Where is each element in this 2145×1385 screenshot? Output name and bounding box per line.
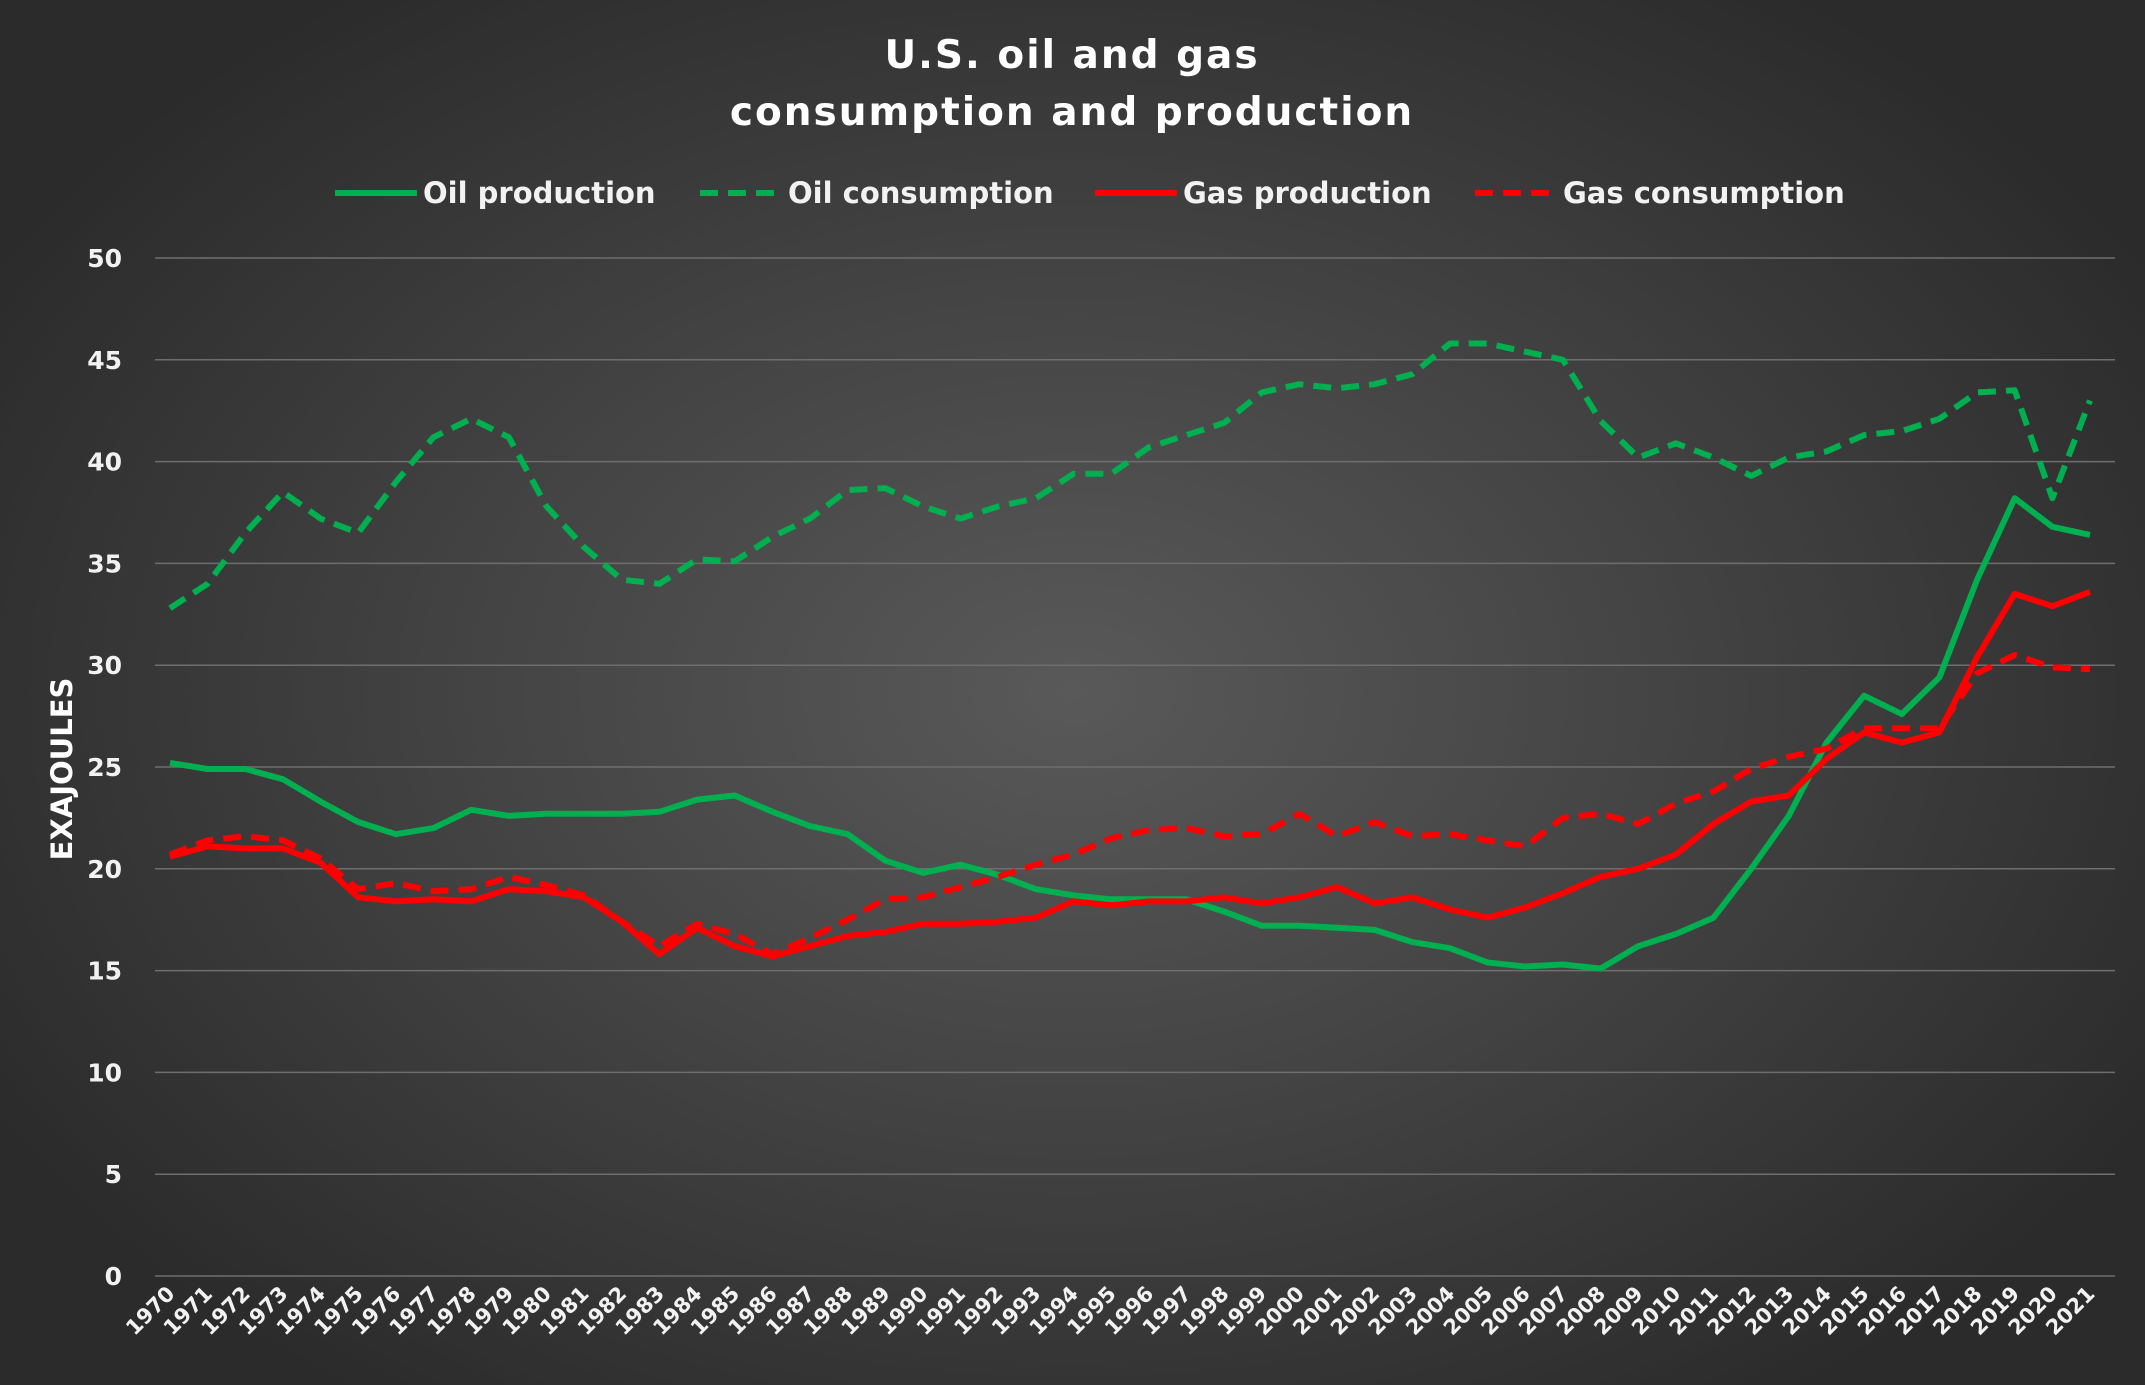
y-axis: 0 5 10 15 20 25 30 35 40 45 50 [87, 244, 122, 1291]
series-line-gas-production [169, 589, 2092, 960]
x-axis: 1970197119721973197419751976197719781979… [121, 1282, 2099, 1340]
series-line-oil-consumption [168, 340, 2093, 611]
y-tick-label: 40 [87, 448, 122, 477]
chart-title-line-2: consumption and production [730, 90, 1414, 135]
series-group [168, 340, 2093, 972]
legend: Oil production Oil consumption Gas product… [335, 176, 1845, 210]
y-tick-label: 15 [87, 957, 122, 986]
legend-label-gas-production: Gas production [1183, 176, 1432, 210]
y-tick-label: 10 [87, 1058, 122, 1087]
series-line-gas-consumption [168, 652, 2091, 958]
y-tick-label: 20 [87, 855, 122, 884]
y-tick-label: 35 [87, 549, 122, 578]
legend-label-oil-consumption: Oil consumption [788, 176, 1054, 210]
grid [155, 257, 2115, 1277]
y-tick-label: 30 [87, 651, 122, 680]
y-tick-label: 0 [105, 1262, 122, 1291]
series-line-oil-production [169, 495, 2091, 972]
legend-label-gas-consumption: Gas consumption [1563, 176, 1845, 210]
chart-title-line-1: U.S. oil and gas [884, 33, 1259, 78]
y-axis-label: EXAJOULES [45, 678, 79, 861]
legend-label-oil-production: Oil production [423, 176, 656, 210]
y-tick-label: 50 [87, 244, 122, 273]
y-tick-label: 45 [87, 346, 122, 375]
y-tick-label: 25 [87, 753, 122, 782]
y-tick-label: 5 [105, 1160, 122, 1189]
